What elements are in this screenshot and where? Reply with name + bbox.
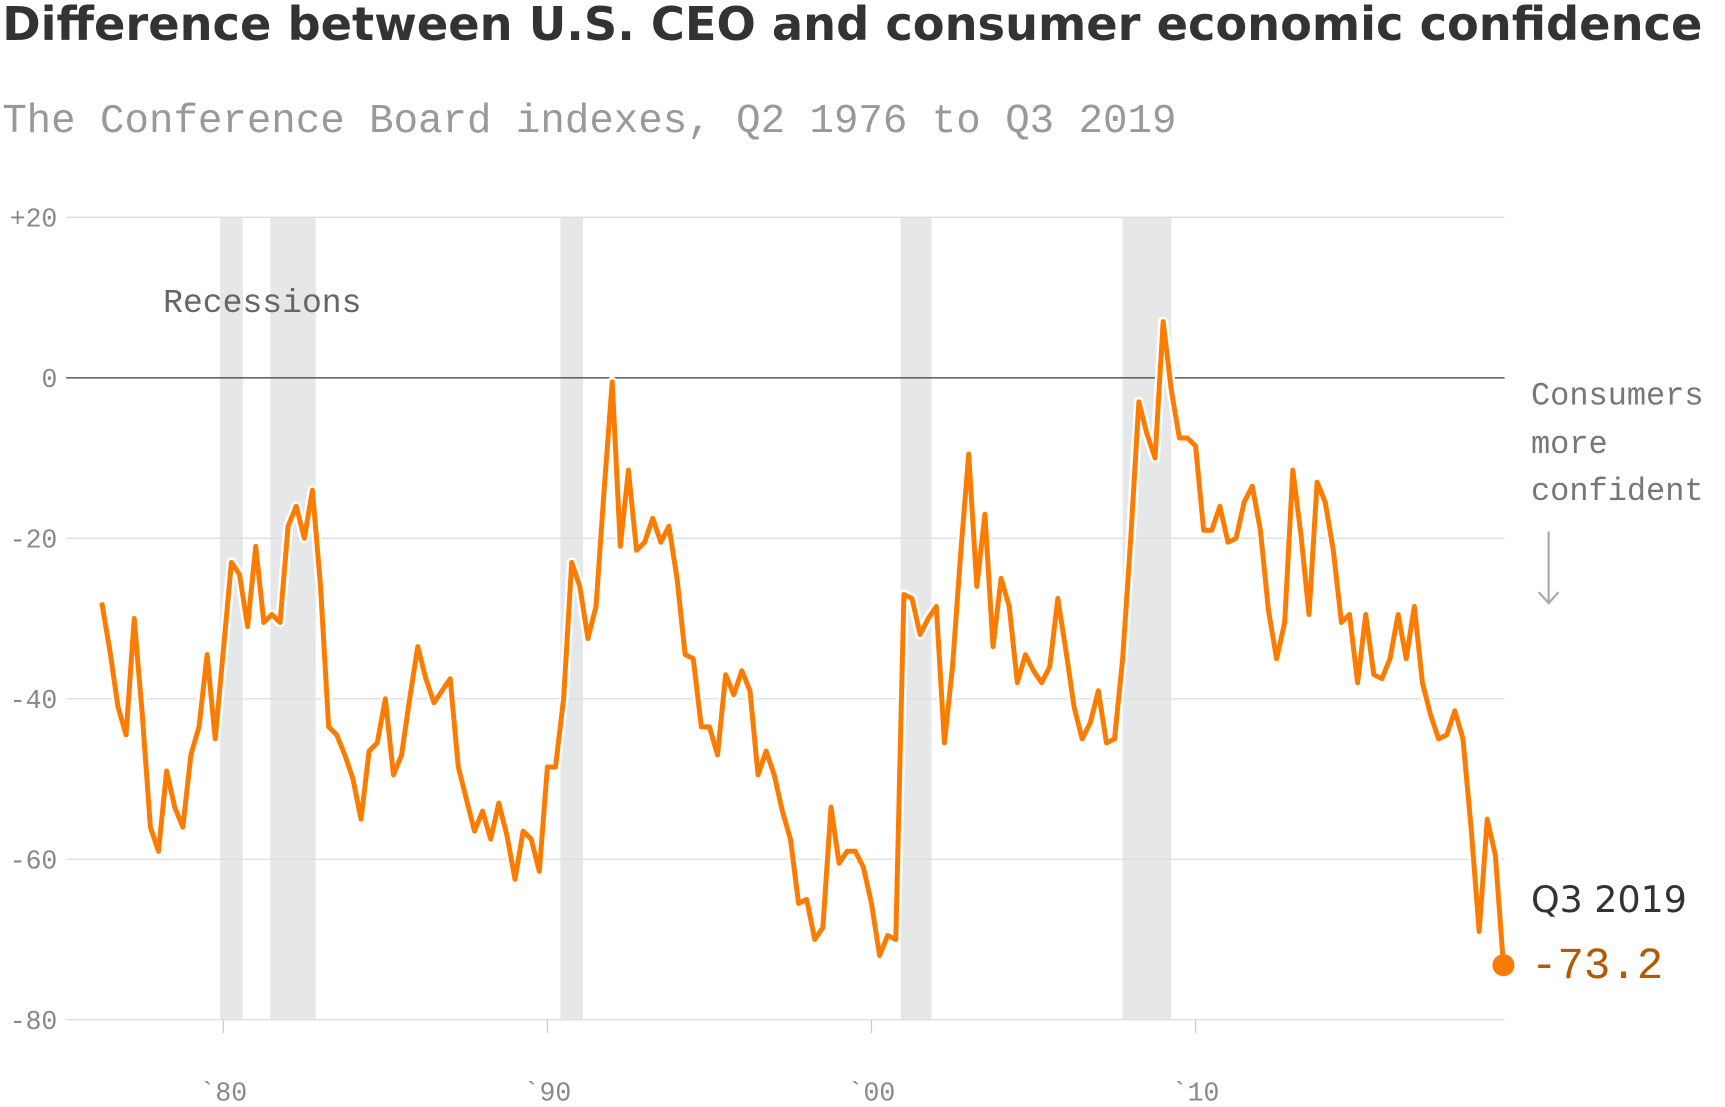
grid [66, 216, 1505, 1033]
end-label: Q3 2019 [1531, 878, 1687, 921]
x-tick-label: `80 [200, 1079, 248, 1107]
line [99, 319, 1506, 966]
recession-bands [220, 217, 1172, 1020]
recession-band [220, 217, 243, 1020]
arrow [1537, 531, 1560, 605]
y-tick-label: -80 [10, 1007, 58, 1037]
chart-title: Difference between U.S. CEO and consumer… [2, 0, 1702, 51]
side-note: Consumers [1531, 377, 1704, 414]
x-tick-label: `00 [848, 1079, 896, 1107]
value-label: -73.2 [1531, 942, 1663, 992]
y-tick-label: 0 [41, 365, 57, 395]
plot [96, 316, 1515, 977]
y-tick-label: -40 [10, 686, 58, 716]
side-note: confident [1531, 473, 1704, 510]
y-tick-label: -60 [10, 846, 58, 876]
recessions-label: Recessions [163, 284, 361, 322]
y-tick-label: -20 [10, 525, 58, 555]
end-point [1492, 954, 1515, 977]
y-tick-label: +20 [10, 205, 58, 235]
side-note: more [1531, 426, 1608, 463]
x-tick-label: `90 [524, 1079, 572, 1107]
x-tick-label: `10 [1172, 1079, 1220, 1107]
chart-subtitle: The Conference Board indexes, Q2 1976 to… [2, 99, 1176, 145]
